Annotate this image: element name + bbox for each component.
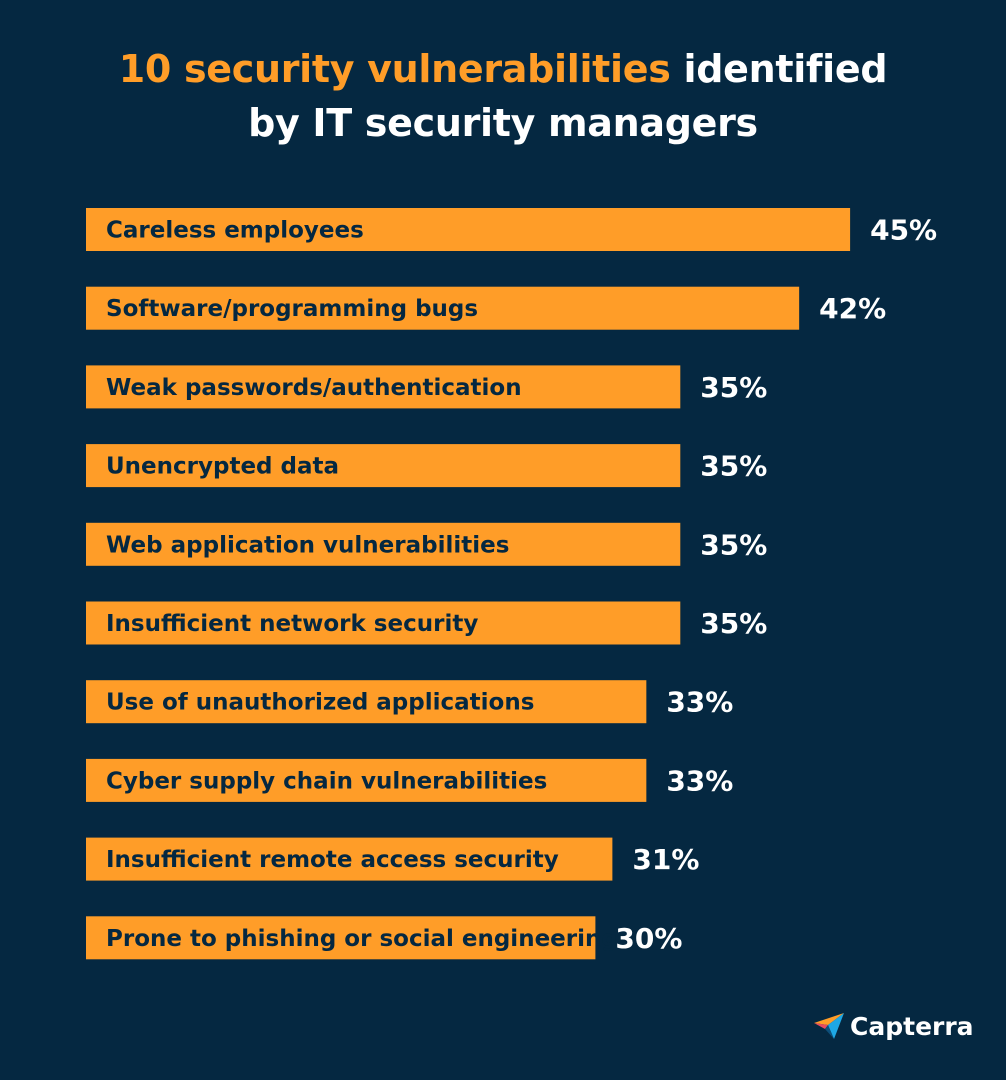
value-label: 35% <box>700 371 767 404</box>
category-label: Use of unauthorized applications <box>106 690 534 716</box>
bar-group: Cyber supply chain vulnerabilities 33% <box>86 758 733 802</box>
brand-name: Capterra <box>850 1011 974 1041</box>
bar-group: Weak passwords/authentication 35% <box>86 365 767 409</box>
bar-group: Web application vulnerabilities 35% <box>86 522 767 566</box>
value-label: 33% <box>666 686 733 719</box>
bar <box>86 286 800 330</box>
value-label: 35% <box>700 450 767 483</box>
value-label: 42% <box>819 292 886 325</box>
chart-title-line-1: 10 security vulnerabilities identified <box>0 42 1006 96</box>
bar-group: Use of unauthorized applications 33% <box>86 680 733 724</box>
bar <box>86 916 596 960</box>
category-label: Careless employees <box>106 218 364 244</box>
bar-group: Prone to phishing or social engineering3… <box>86 916 682 960</box>
bar <box>86 680 647 724</box>
bar <box>86 601 681 645</box>
category-label: Prone to phishing or social engineering <box>106 926 618 952</box>
category-label: Unencrypted data <box>106 454 339 480</box>
value-label: 35% <box>700 528 767 561</box>
value-label: 30% <box>615 922 682 955</box>
bar <box>86 365 681 409</box>
bar-group: Insufficient remote access security 31% <box>86 837 699 881</box>
bar <box>86 758 647 802</box>
value-label: 45% <box>870 214 937 247</box>
bar <box>86 837 613 881</box>
capterra-arrow-icon <box>814 1013 844 1039</box>
value-label: 33% <box>666 764 733 797</box>
value-label: 31% <box>632 843 699 876</box>
category-label: Insufficient remote access security <box>106 847 559 873</box>
category-label: Web application vulnerabilities <box>106 532 509 558</box>
bar-group: Software/programming bugs 42% <box>86 286 886 330</box>
category-label: Weak passwords/authentication <box>106 375 522 401</box>
chart-title-highlight: 10 security vulnerabilities <box>118 47 671 91</box>
category-label: Insufficient network security <box>106 611 478 637</box>
bar <box>86 208 851 251</box>
chart-title-line-2: by IT security managers <box>248 101 758 145</box>
bar <box>86 522 681 566</box>
category-label: Cyber supply chain vulnerabilities <box>106 768 547 794</box>
bar <box>86 444 681 488</box>
value-label: 35% <box>700 607 767 640</box>
bar-group: Unencrypted data 35% <box>86 444 767 488</box>
chart-title: 10 security vulnerabilities identified b… <box>0 42 1006 150</box>
bar-group: Insufficient network security 35% <box>86 601 767 645</box>
brand-logo: Capterra <box>812 1008 974 1044</box>
chart-title-rest: identified <box>670 47 888 91</box>
bar-group: Careless employees 45% <box>86 208 937 251</box>
category-label: Software/programming bugs <box>106 296 478 322</box>
